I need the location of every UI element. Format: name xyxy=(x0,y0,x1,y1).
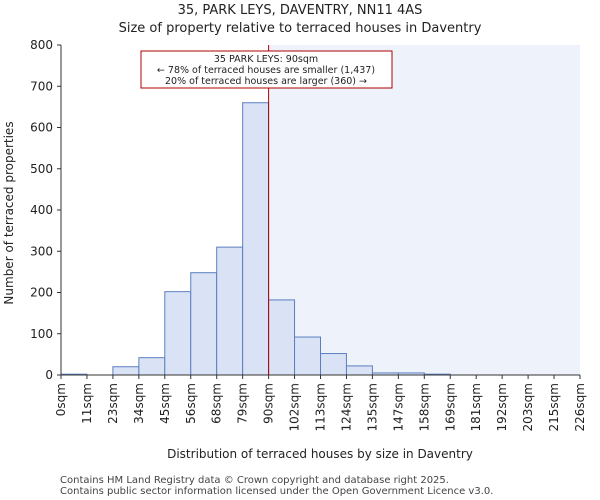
x-tick-label: 158sqm xyxy=(417,383,431,431)
annotation-box: 35 PARK LEYS: 90sqm ← 78% of terraced ho… xyxy=(140,50,393,89)
y-tick-label: 300 xyxy=(30,244,53,258)
x-tick-label: 90sqm xyxy=(262,383,276,424)
y-tick-label: 500 xyxy=(30,162,53,176)
x-tick-label: 45sqm xyxy=(158,383,172,424)
bar-124sqm xyxy=(345,365,373,376)
x-tick-label: 113sqm xyxy=(314,383,328,431)
x-tick-label: 102sqm xyxy=(288,383,302,431)
y-axis-title: Number of terraced properties xyxy=(2,121,16,304)
chart-title-line1: 35, PARK LEYS, DAVENTRY, NN11 4AS xyxy=(178,3,423,18)
x-tick-label: 56sqm xyxy=(184,383,198,424)
bar-68sqm xyxy=(216,246,244,376)
x-tick-label: 169sqm xyxy=(443,383,457,431)
y-axis: 0 100 200 300 400 500 600 700 800 xyxy=(30,38,62,382)
x-tick-label: 124sqm xyxy=(339,383,353,431)
x-tick-label: 79sqm xyxy=(236,383,250,424)
annotation-border xyxy=(140,50,393,89)
annotation-line3: 20% of terraced houses are larger (360) … xyxy=(165,76,367,87)
x-tick-label: 23sqm xyxy=(106,383,120,424)
footer-line2: Contains public sector information licen… xyxy=(60,486,493,497)
chart-title-line2: Size of property relative to terraced ho… xyxy=(119,21,482,36)
bar-34sqm xyxy=(138,357,166,376)
y-tick-label: 600 xyxy=(30,121,53,135)
y-tick-label: 400 xyxy=(30,203,53,217)
bar-56sqm xyxy=(190,272,218,376)
x-tick-label: 226sqm xyxy=(573,383,587,431)
y-tick-label: 0 xyxy=(45,368,53,382)
bar-102sqm xyxy=(294,336,321,376)
bar-79sqm xyxy=(242,102,270,376)
x-tick-label: 0sqm xyxy=(54,383,68,416)
bar-23sqm xyxy=(112,366,140,376)
y-tick-label: 700 xyxy=(30,79,53,93)
x-tick-label: 68sqm xyxy=(210,383,224,424)
bar-45sqm xyxy=(164,291,192,376)
x-tick-label: 11sqm xyxy=(80,383,94,424)
bar-113sqm xyxy=(320,353,347,376)
highlight-region xyxy=(268,45,580,375)
y-tick-label: 200 xyxy=(30,286,53,300)
x-tick-label: 203sqm xyxy=(521,383,535,431)
bar-90sqm xyxy=(268,299,296,376)
y-tick-label: 800 xyxy=(30,38,53,52)
annotation-line1: 35 PARK LEYS: 90sqm xyxy=(214,54,318,65)
x-tick-label: 34sqm xyxy=(132,383,146,424)
footer-line1: Contains HM Land Registry data © Crown c… xyxy=(60,475,449,486)
x-axis-title: Distribution of terraced houses by size … xyxy=(167,447,473,461)
x-tick-label: 181sqm xyxy=(469,383,483,431)
x-tick-label: 215sqm xyxy=(547,383,561,431)
x-tick-label: 192sqm xyxy=(495,383,509,431)
y-tick-label: 100 xyxy=(30,327,53,341)
annotation-line2: ← 78% of terraced houses are smaller (1,… xyxy=(157,65,375,76)
x-axis: 0sqm 11sqm 23sqm 34sqm 45sqm 56sqm 68sqm 79sqm 9… xyxy=(54,374,587,431)
x-tick-label: 147sqm xyxy=(391,383,405,431)
x-tick-label: 135sqm xyxy=(365,383,379,431)
